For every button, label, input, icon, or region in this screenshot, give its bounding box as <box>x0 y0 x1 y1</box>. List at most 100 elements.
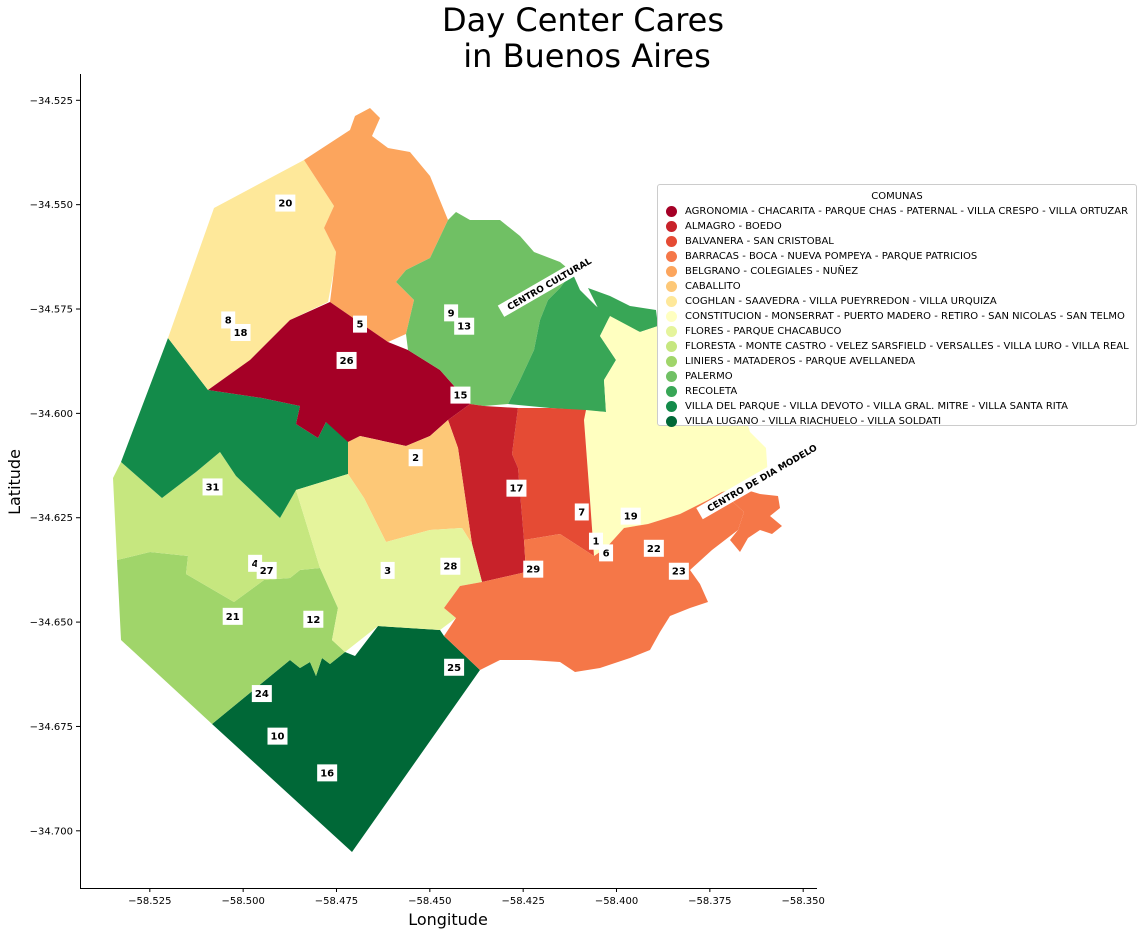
legend-item-label: BARRACAS - BOCA - NUEVA POMPEYA - PARQUE… <box>685 251 978 262</box>
x-tick-label: −58.425 <box>501 896 544 907</box>
legend-item: BELGRANO - COLEGIALES - NUÑEZ <box>666 264 1128 279</box>
y-tick-label: −34.600 <box>30 409 73 420</box>
map-point-label-text: 2 <box>412 453 419 464</box>
x-tick-label: −58.400 <box>595 896 638 907</box>
map-point-label-text: 20 <box>278 199 292 210</box>
x-tick-label: −58.475 <box>315 896 358 907</box>
map-point-label-text: 25 <box>447 663 461 674</box>
map-point-label: 2 <box>408 449 423 467</box>
point-labels: 20 818 5 913 26 15 2 17 7 19 16 22 23 29 28 3 31 427 21 12 2… <box>202 194 689 782</box>
map-point-label-text: 31 <box>206 482 220 493</box>
legend-swatch-icon <box>666 251 677 262</box>
map-point-label-box <box>230 323 251 341</box>
map-point-label-text: 12 <box>306 615 320 626</box>
region-devoto <box>121 338 360 518</box>
legend-item-label: FLORES - PARQUE CHACABUCO <box>685 326 842 337</box>
map-point-label-box <box>408 449 423 467</box>
x-tick-label: −58.350 <box>781 896 824 907</box>
map-point-label-text: 18 <box>234 328 248 339</box>
map-point-label: 28 <box>440 557 461 575</box>
map-point-label: 31 <box>202 478 223 496</box>
legend-swatch-icon <box>666 281 677 292</box>
y-tick-label: −34.575 <box>30 305 73 316</box>
map-point-label: 3 <box>380 561 395 579</box>
map-point-label-text: 10 <box>271 732 285 743</box>
map-point-label-text: 9 <box>448 308 455 319</box>
legend-item: VILLA DEL PARQUE - VILLA DEVOTO - VILLA … <box>666 399 1128 414</box>
map-point-label-box <box>668 562 689 580</box>
map-point-label-box <box>506 479 527 497</box>
region-belgrano <box>304 108 448 342</box>
legend-item-label: BELGRANO - COLEGIALES - NUÑEZ <box>685 266 859 277</box>
map-point-label-box <box>303 610 324 628</box>
legend-item-label: COGHLAN - SAAVEDRA - VILLA PUEYRREDON - … <box>685 296 997 307</box>
legend-item: PALERMO <box>666 369 1128 384</box>
legend-item: BALVANERA - SAN CRISTOBAL <box>666 234 1128 249</box>
map-point-label-text: 23 <box>672 567 686 578</box>
map-point-label: 18 <box>230 323 251 341</box>
y-tick-label: −34.550 <box>30 200 73 211</box>
map-point-label: 13 <box>454 317 475 335</box>
legend-item: COGHLAN - SAAVEDRA - VILLA PUEYRREDON - … <box>666 294 1128 309</box>
legend-item: FLORES - PARQUE CHACABUCO <box>666 324 1128 339</box>
map-point-label: 23 <box>668 562 689 580</box>
map-point-label-box <box>454 317 475 335</box>
title-line-1: Day Center Cares <box>442 1 724 39</box>
legend-items: AGRONOMIA - CHACARITA - PARQUE CHAS - PA… <box>666 204 1129 429</box>
map-point-label: 26 <box>336 351 357 369</box>
legend-item-label: LINIERS - MATADEROS - PARQUE AVELLANEDA <box>685 356 916 367</box>
map-point-label-text: 26 <box>340 356 354 367</box>
map-point-label-text: 16 <box>320 768 334 779</box>
legend-item: CABALLITO <box>666 279 1128 294</box>
map-point-label-box <box>440 557 461 575</box>
map-point-label-box <box>620 507 641 525</box>
map-point-label: 5 <box>353 315 368 333</box>
legend: COMUNAS AGRONOMIA - CHACARITA - PARQUE C… <box>657 184 1137 429</box>
map-point-label-text: 13 <box>457 322 471 333</box>
region-barracas <box>444 492 744 672</box>
legend-item-label: CONSTITUCION - MONSERRAT - PUERTO MADERO… <box>685 311 1125 322</box>
legend-swatch-icon <box>666 326 677 337</box>
legend-swatch-icon <box>666 401 677 412</box>
center-label-box <box>497 250 601 317</box>
map-point-label: 6 <box>599 544 614 562</box>
map-point-label-box <box>317 764 338 782</box>
legend-swatch-icon <box>666 341 677 352</box>
y-tick-label: −34.700 <box>30 826 73 837</box>
region-coghlan <box>168 160 336 390</box>
legend-swatch-icon <box>666 311 677 322</box>
region-barracas-dock <box>722 488 782 552</box>
x-axis-label: Longitude <box>408 910 488 929</box>
legend-item: CONSTITUCION - MONSERRAT - PUERTO MADERO… <box>666 309 1128 324</box>
legend-item-label: VILLA LUGANO - VILLA RIACHUELO - VILLA S… <box>685 416 942 427</box>
region-lugano <box>212 626 480 852</box>
region-recoleta <box>508 272 616 412</box>
legend-item: AGRONOMIA - CHACARITA - PARQUE CHAS - PA… <box>666 204 1128 219</box>
map-point-label-text: 22 <box>647 544 661 555</box>
legend-item-label: AGRONOMIA - CHACARITA - PARQUE CHAS - PA… <box>685 206 1129 217</box>
legend-item: LINIERS - MATADEROS - PARQUE AVELLANEDA <box>666 354 1128 369</box>
map-point-label-text: 8 <box>225 315 232 326</box>
legend-item-label: FLORESTA - MONTE CASTRO - VELEZ SARSFIEL… <box>685 341 1129 352</box>
legend-swatch-icon <box>666 386 677 397</box>
map-point-label: 9 <box>444 304 459 322</box>
legend-swatch-icon <box>666 356 677 367</box>
map-point-label-text: 3 <box>384 566 391 577</box>
legend-item: BARRACAS - BOCA - NUEVA POMPEYA - PARQUE… <box>666 249 1128 264</box>
map-point-label-box <box>599 544 614 562</box>
legend-item: FLORESTA - MONTE CASTRO - VELEZ SARSFIEL… <box>666 339 1129 354</box>
legend-item-label: RECOLETA <box>685 386 738 397</box>
map-point-label-box <box>444 304 459 322</box>
map-point-label-text: 24 <box>255 689 269 700</box>
region-caballito <box>348 420 472 544</box>
map-point-label-box <box>523 560 544 578</box>
legend-item-label: ALMAGRO - BOEDO <box>685 221 782 232</box>
map-point-label: 27 <box>256 561 277 579</box>
map-point-label-text: 1 <box>592 537 599 548</box>
y-tick-label: −34.625 <box>30 513 73 524</box>
region-liniers <box>117 552 345 724</box>
y-tick-label: −34.525 <box>30 96 73 107</box>
map-point-label: 20 <box>275 194 296 212</box>
map-point-label-text: 19 <box>624 512 638 523</box>
